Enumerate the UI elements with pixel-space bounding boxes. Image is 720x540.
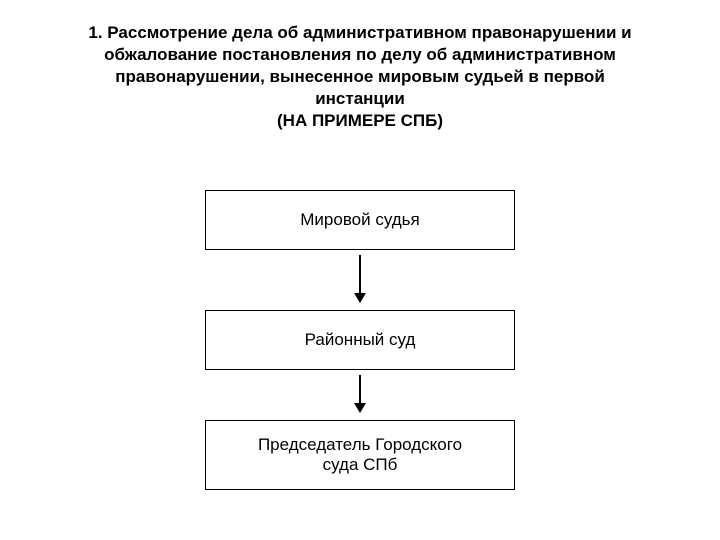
flow-node-1: Мировой судья bbox=[205, 190, 515, 250]
node-label: Мировой судья bbox=[300, 210, 420, 230]
arrow-down-icon bbox=[352, 255, 368, 303]
node-label: Районный суд bbox=[305, 330, 416, 350]
node-label: Председатель Городского суда СПб bbox=[258, 435, 462, 475]
title-line: 1. Рассмотрение дела об административном… bbox=[60, 22, 660, 44]
diagram-title: 1. Рассмотрение дела об административном… bbox=[60, 22, 660, 132]
flow-node-3: Председатель Городского суда СПб bbox=[205, 420, 515, 490]
title-line: обжалование постановления по делу об адм… bbox=[60, 44, 660, 66]
title-line: (НА ПРИМЕРЕ СПБ) bbox=[60, 110, 660, 132]
title-line: правонарушении, вынесенное мировым судье… bbox=[60, 66, 660, 88]
arrow-down-icon bbox=[352, 375, 368, 413]
title-line: инстанции bbox=[60, 88, 660, 110]
flow-node-2: Районный суд bbox=[205, 310, 515, 370]
